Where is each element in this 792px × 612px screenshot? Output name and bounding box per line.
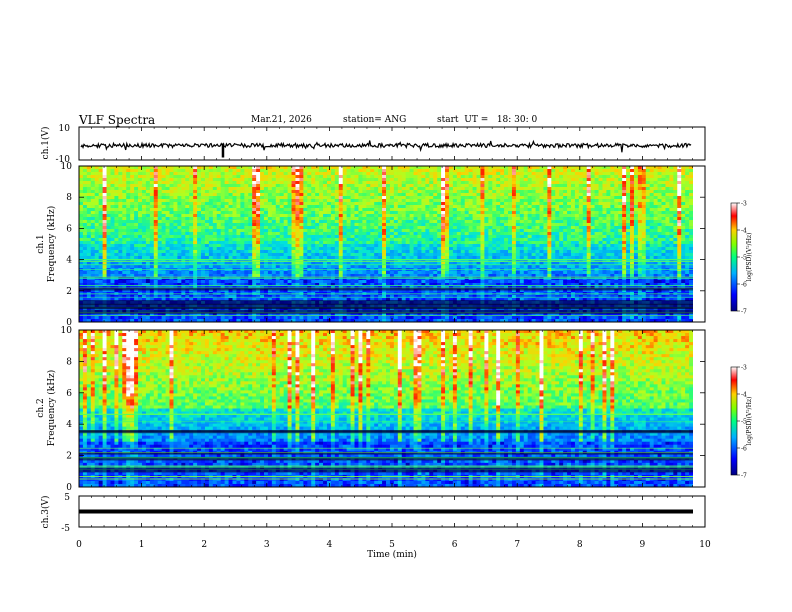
- ch2-colorbar-scale: [730, 366, 738, 476]
- ch1-waveform-ylabel: ch.1(V): [40, 127, 51, 160]
- time-tick-label: 9: [640, 540, 646, 550]
- ch3-ytick-bottom: -5: [61, 524, 70, 534]
- figure-title: VLF Spectra: [79, 113, 156, 127]
- colorbar-tick-label: -4: [741, 392, 747, 399]
- ch2-spectrogram-ylabel-channel: ch.2: [36, 398, 46, 417]
- frequency-tick-label: 8: [66, 357, 72, 367]
- colorbar-tick-label: -4: [741, 228, 747, 235]
- frequency-tick-label: 6: [66, 224, 72, 234]
- colorbar-tick-label: -3: [741, 201, 747, 208]
- ch1-colorbar: -3 -4 -5 -6 -7 log(PSD)(V²/Hz): [730, 201, 753, 316]
- ch1-waveform-line: [80, 139, 692, 153]
- time-tick-label: 2: [201, 540, 207, 550]
- ch1-colorbar-label: log(PSD)(V²/Hz): [746, 233, 753, 282]
- ch1-spectrogram-image: [79, 166, 705, 323]
- ch1-waveform-frame: [78, 126, 706, 161]
- time-tick-label: 1: [139, 540, 145, 550]
- ch1-waveform-trace: [80, 139, 692, 158]
- time-tick-label: 8: [577, 540, 583, 550]
- colorbar-tick-label: -6: [741, 282, 747, 289]
- ch2-spectrogram-image: [79, 330, 705, 488]
- frequency-tick-label: 0: [66, 318, 72, 328]
- time-tick-label: 5: [389, 540, 395, 550]
- ch2-colorbar: -3 -4 -5 -6 -7 log(PSD)(V²/Hz): [730, 365, 753, 480]
- ch2-colorbar-label: log(PSD)(V²/Hz): [746, 397, 753, 446]
- time-tick-label: 3: [264, 540, 270, 550]
- ch1-colorbar-scale: [730, 202, 738, 312]
- time-tick-label: 6: [452, 540, 458, 550]
- frequency-tick-label: 4: [66, 256, 72, 266]
- start-time-label: start UT = 18: 30: 0: [437, 115, 538, 125]
- frequency-tick-label: 2: [66, 287, 72, 297]
- colorbar-tick-label: -5: [741, 255, 747, 262]
- frequency-tick-label: 10: [61, 162, 73, 172]
- time-axis: 0 1 2 3 4 5 6 7 8 9 10: [76, 127, 711, 550]
- ch3-waveform-panel: 5 -5 ch.3(V): [40, 493, 706, 534]
- frequency-tick-label: 10: [61, 326, 73, 336]
- ch1-ytick-top: 10: [59, 124, 71, 134]
- ch2-spectrogram-panel: 0 2 4 6 8 10 ch.2 Frequency (kHz): [36, 326, 706, 493]
- ch3-waveform-ylabel: ch.3(V): [40, 496, 51, 529]
- frequency-tick-label: 8: [66, 193, 72, 203]
- time-tick-label: 10: [699, 540, 711, 550]
- colorbar-tick-label: -6: [741, 446, 747, 453]
- ch3-ytick-top: 5: [64, 493, 70, 503]
- time-tick-label: 0: [76, 540, 82, 550]
- ch1-spectrogram-panel: 0 2 4 6 8 10 ch.1 Frequency (kHz): [36, 162, 706, 328]
- frequency-tick-label: 4: [66, 420, 72, 430]
- frequency-tick-label: 0: [66, 483, 72, 493]
- time-tick-label: 7: [514, 540, 520, 550]
- station-label: station= ANG: [343, 115, 407, 125]
- colorbar-tick-label: -5: [741, 419, 747, 426]
- colorbar-tick-label: -7: [741, 309, 747, 316]
- time-tick-label: 4: [327, 540, 333, 550]
- ch1-waveform-panel: 10 -10 ch.1(V): [40, 124, 706, 165]
- colorbar-tick-label: -7: [741, 473, 747, 480]
- time-axis-label: Time (min): [367, 549, 417, 560]
- ch2-spectrogram-ylabel-freq: Frequency (kHz): [46, 370, 57, 447]
- colorbar-tick-label: -3: [741, 365, 747, 372]
- frequency-tick-label: 6: [66, 389, 72, 399]
- date-label: Mar.21, 2026: [251, 115, 312, 125]
- frequency-tick-label: 2: [66, 452, 72, 462]
- ch1-spectrogram-ylabel-channel: ch.1: [36, 234, 46, 253]
- ch1-ytick-bottom: -10: [56, 155, 71, 165]
- ch1-spectrogram-ylabel-freq: Frequency (kHz): [46, 206, 57, 283]
